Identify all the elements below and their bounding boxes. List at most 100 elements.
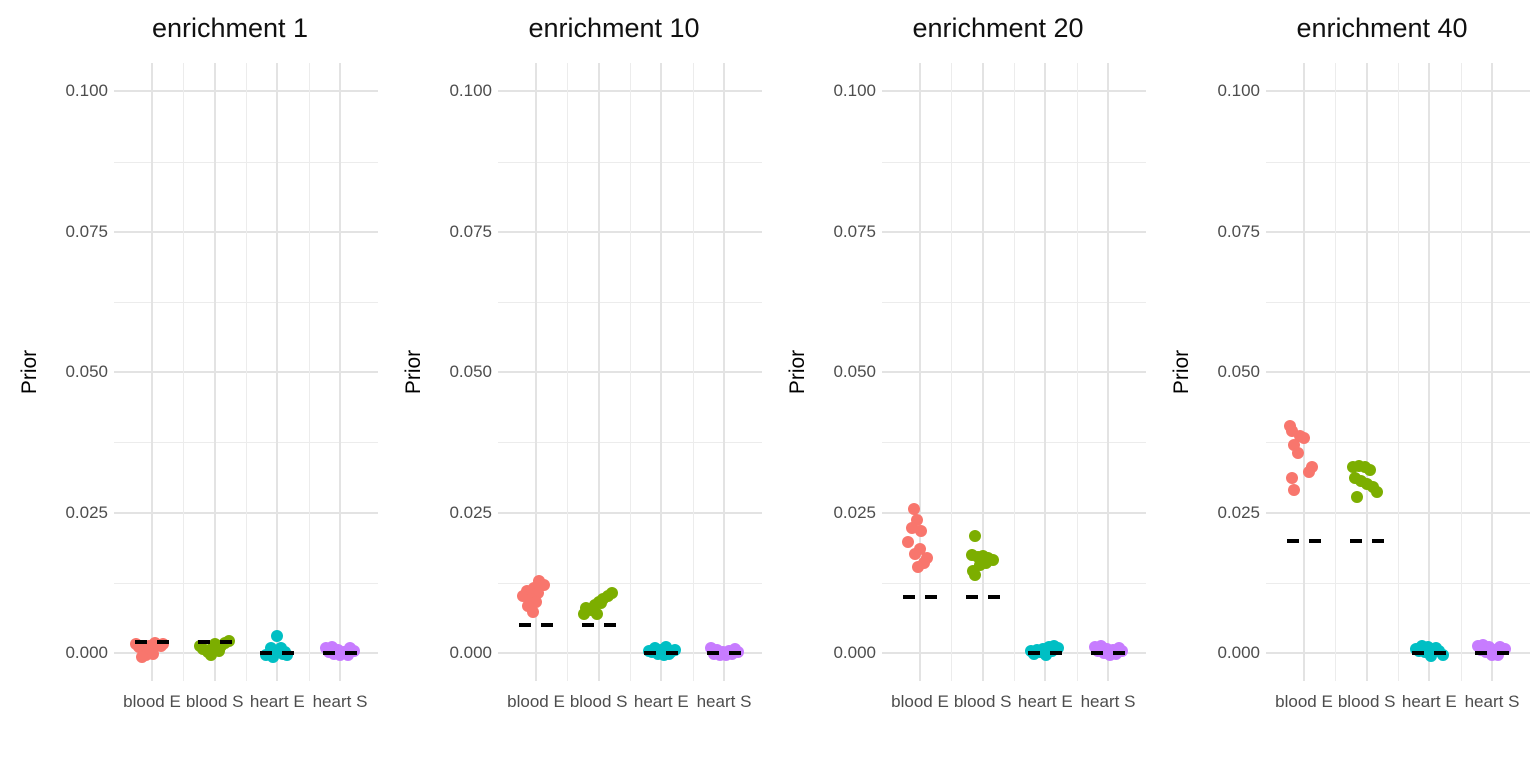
x-axis-tick-label: blood E [123,692,181,711]
expected-prior-dashed-line [644,651,679,655]
gridline-x-minor [183,63,185,681]
facet-panel-enrichment-1: enrichment 1 Prior 0.100 0.075 0.050 0.025 0.0… [0,0,384,768]
expected-prior-dashed-line [1475,651,1509,655]
gridline-x-minor [1398,63,1399,681]
expected-prior-dashed-line [519,622,553,627]
gridline-x-minor [1335,63,1337,681]
x-axis-tick-label: heart S [1464,692,1520,711]
y-axis-tick-label: 0.100 [65,81,108,101]
gridline-x-minor [308,63,310,681]
gridline-x-minor [567,63,569,681]
expected-prior-dashed-line [707,651,741,655]
gridline-x-major [535,63,537,681]
gridline-x-minor [1014,63,1015,681]
plot-area [1266,63,1530,681]
gridline-x-major [151,63,153,681]
facet-panel-enrichment-40: enrichment 40 Prior 0.100 0.075 0.050 0.025 0.… [1152,0,1536,768]
y-axis-tick-label: 0.000 [449,643,492,662]
expected-prior-dashed-line [1028,651,1063,655]
x-axis-tick-label: blood S [953,692,1012,711]
jitter-point-blood-E [147,647,159,660]
gridline-x-minor [1460,63,1462,681]
expected-prior-dashed-line [1349,538,1384,543]
gridline-x-major [213,63,216,681]
gridline-x-major [919,63,921,681]
jitter-point-blood-E [527,606,539,618]
y-axis-tick-label: 0.050 [1217,362,1260,382]
gridline-x-minor [951,63,953,681]
y-axis-tick-label: 0.025 [1217,502,1260,522]
gridline-x-minor [692,63,694,681]
x-axis-tick-label: blood E [507,692,565,711]
gridline-x-major [1365,63,1368,681]
x-axis-tick-label: heart E [633,692,689,711]
expected-prior-dashed-line [1412,651,1447,655]
gridline-x-minor [630,63,631,681]
jitter-point-blood-S [594,597,607,610]
y-axis-tick-label: 0.025 [65,502,108,522]
expected-prior-dashed-line [260,651,295,655]
jitter-point-heart-E [271,630,284,643]
gridline-x-major [1428,63,1431,681]
jitter-point-blood-E [915,524,927,537]
y-axis-tick-label: 0.100 [1217,81,1260,101]
jitter-point-blood-S [968,529,981,542]
x-axis-tick-label: heart E [1017,692,1073,711]
jitter-point-blood-S [590,608,603,621]
gridline-x-major [339,63,341,681]
y-axis-tick-label: 0.050 [449,362,492,382]
jitter-point-heart-E [1430,641,1443,654]
expected-prior-dashed-line [903,594,937,599]
y-axis-tick-label: 0.075 [1217,221,1260,241]
gridline-x-major [660,63,663,681]
jitter-point-blood-S [1363,464,1376,477]
y-axis-tick-label: 0.025 [449,502,492,522]
jitter-point-blood-E [909,547,921,560]
gridline-x-minor [246,63,247,681]
x-axis-tick-label: blood S [185,692,244,711]
y-axis-tick-label: 0.050 [833,362,876,382]
y-axis-tick-label: 0.100 [449,81,492,101]
gridline-x-major [1107,63,1109,681]
x-axis-tick-label: blood S [1337,692,1396,711]
jitter-point-blood-S [968,568,981,581]
gridline-x-major [1491,63,1493,681]
x-axis-tick-label: blood E [891,692,949,711]
jitter-point-blood-S [605,587,618,600]
plot-area [498,63,762,681]
y-axis-tick-label: 0.075 [65,221,108,241]
jitter-point-blood-E [1298,432,1310,445]
plot-area [882,63,1146,681]
gridline-x-major [1303,63,1305,681]
x-axis-tick-label: heart S [696,692,752,711]
expected-prior-dashed-line [1287,538,1321,543]
panel-title: enrichment 10 [528,13,700,43]
x-axis-tick-label: heart E [249,692,305,711]
jitter-point-blood-E [912,560,924,573]
y-axis-tick-label: 0.000 [1217,643,1260,662]
jitter-point-blood-E [1303,466,1315,479]
gridline-x-major [597,63,600,681]
jitter-point-blood-E [136,650,148,663]
expected-prior-dashed-line [197,639,232,644]
y-axis-tick-label: 0.050 [65,362,108,382]
expected-prior-dashed-line [1091,651,1125,655]
jitter-point-blood-E [902,536,914,549]
panel-title: enrichment 40 [1296,13,1468,43]
y-axis-tick-label: 0.100 [833,81,876,101]
jitter-point-blood-S [204,648,217,661]
panel-title: enrichment 1 [151,13,309,43]
y-axis-tick-label: 0.000 [65,643,108,662]
x-axis-tick-label: blood S [569,692,628,711]
expected-prior-dashed-line [581,622,616,627]
expected-prior-dashed-line [323,651,357,655]
y-axis-tick-label: 0.025 [833,502,876,522]
plot-area [114,63,378,681]
expected-prior-dashed-line [135,639,169,644]
facet-panel-enrichment-10: enrichment 10 Prior 0.100 0.075 0.050 0.025 0.… [384,0,768,768]
jitter-point-blood-E [1286,471,1298,484]
x-axis-tick-label: heart S [1080,692,1136,711]
facet-panel-enrichment-20: enrichment 20 Prior 0.100 0.075 0.050 0.025 0.… [768,0,1152,768]
y-axis-tick-label: 0.000 [833,643,876,662]
